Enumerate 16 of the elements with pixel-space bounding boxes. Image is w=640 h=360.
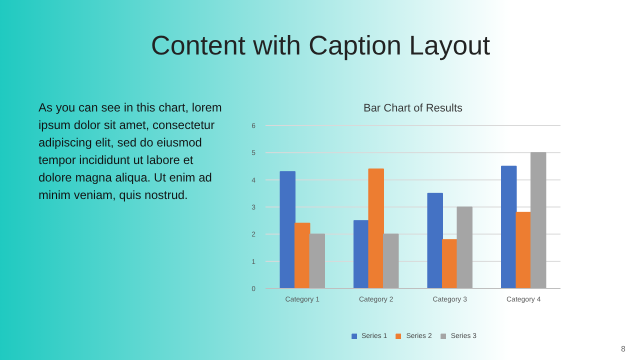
bar [530,152,546,289]
bar [456,206,472,289]
bar [368,168,384,289]
bar [294,222,310,289]
bar [516,212,532,289]
bar [383,234,399,289]
bar [309,234,325,289]
bar [354,220,370,289]
text: As you can see in this chart, lorem ipsum dolor sit amet, consectetur adipiscing elit, sed do eiusmod tempor incididunt ut labore et dolore magna aliqua. Ut enim ad minim veniam, quis nostrud. [38,100,222,202]
bar [442,239,458,289]
text: Content with Caption Layout [150,30,491,60]
text: 8 [621,344,626,354]
bar [427,192,443,289]
chart-title: Bar Chart of Results [363,102,464,114]
bar [501,166,517,289]
bar [280,171,296,289]
